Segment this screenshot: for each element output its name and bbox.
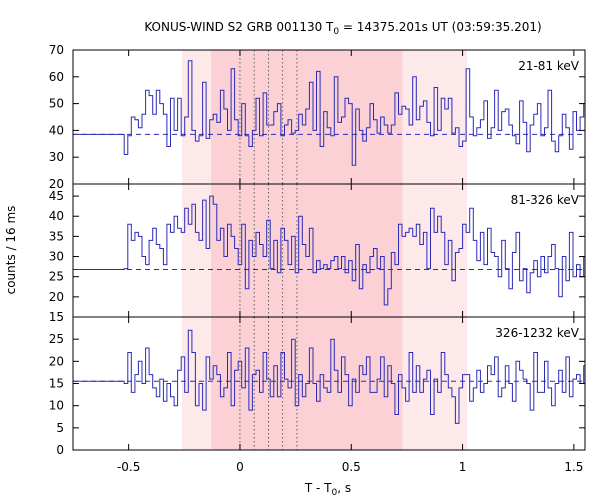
panel-3: 0 5 10 15 20 25 326-1232 keV — [49, 316, 586, 457]
shaded-region-inner — [211, 50, 403, 184]
y-tick-label: 5 — [56, 421, 64, 435]
y-tick-label: 35 — [49, 229, 64, 243]
light-curve-series — [73, 329, 585, 424]
x-axis-label: T - T0, s — [304, 481, 351, 498]
y-tick-label: 40 — [49, 209, 64, 223]
y-tick-label: 50 — [49, 97, 64, 111]
panel-energy-label: 81-326 keV — [511, 193, 580, 207]
y-tick-label: 10 — [49, 399, 64, 413]
shaded-region-inner — [211, 184, 403, 317]
y-tick-label: 45 — [49, 189, 64, 203]
y-tick-label: 70 — [49, 43, 64, 57]
y-tick-label: 0 — [56, 443, 64, 457]
panel-energy-label: 326-1232 keV — [495, 326, 579, 340]
x-tick-label: 1.5 — [564, 460, 583, 474]
y-tick-label: 30 — [49, 250, 64, 264]
y-tick-label: 25 — [49, 332, 64, 346]
y-tick-label: 25 — [49, 270, 64, 284]
y-tick-label: 60 — [49, 70, 64, 84]
y-tick-label: 40 — [49, 123, 64, 137]
panel-1: 30 40 50 60 70 20 21-81 keV — [49, 43, 586, 191]
chart-title: KONUS-WIND S2 GRB 001130 T0 = 14375.201s… — [144, 20, 541, 37]
y-axis-label: counts / 16 ms — [4, 206, 18, 295]
y-tick-label: 15 — [49, 310, 64, 324]
light-curve-series — [73, 195, 585, 306]
x-tick-label: 0.5 — [342, 460, 361, 474]
x-tick-label: 0 — [236, 460, 244, 474]
panel-energy-label: 21-81 keV — [518, 59, 580, 73]
x-tick-label: 1 — [459, 460, 467, 474]
y-tick-label: 30 — [49, 150, 64, 164]
y-tick-label: 15 — [49, 377, 64, 391]
y-tick-label: 20 — [49, 290, 64, 304]
y-tick-label: 20 — [49, 354, 64, 368]
y-tick-label: 20 — [49, 177, 64, 191]
x-tick-label: -0.5 — [117, 460, 140, 474]
panel-2: 15 20 25 30 35 40 45 81-326 keV — [49, 183, 586, 324]
light-curve-series — [73, 60, 585, 166]
